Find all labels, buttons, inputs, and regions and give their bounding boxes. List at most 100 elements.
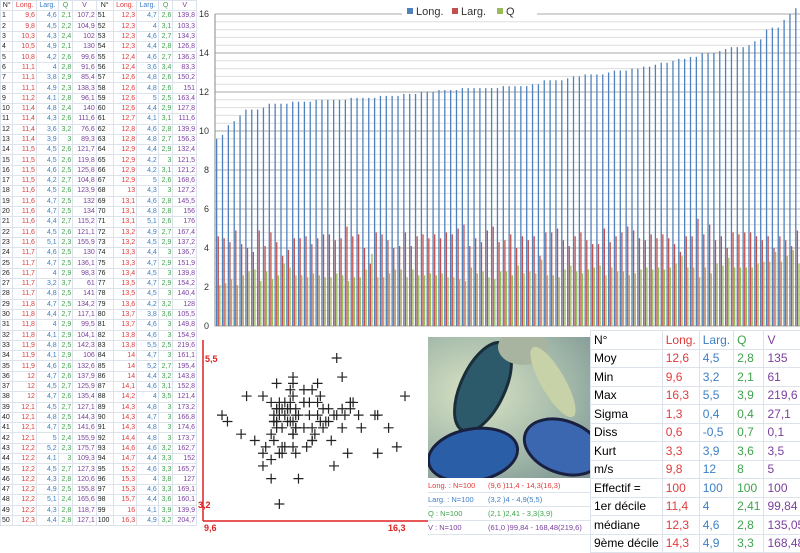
y-tick-label: 2 — [204, 282, 209, 292]
scatter-point — [258, 461, 268, 471]
bar-larg — [797, 230, 798, 326]
cell-long: 12,2 — [13, 495, 37, 505]
cell-q: 3,2 — [58, 124, 73, 134]
bar-larg — [475, 238, 476, 326]
cell-q: 2,6 — [158, 11, 173, 21]
bar-long — [596, 74, 597, 326]
bar-q — [559, 277, 560, 326]
bar-long — [532, 84, 533, 326]
cell-v: 219,6 — [173, 340, 197, 350]
cell-long: 14,1 — [113, 381, 137, 391]
cell-n: 68 — [96, 186, 113, 196]
bar-larg — [323, 234, 324, 326]
cell-long: 11,1 — [13, 73, 37, 83]
cell-n: 1 — [1, 11, 13, 21]
bar-long — [427, 92, 428, 326]
bar-larg — [522, 236, 523, 326]
bar-larg — [516, 248, 517, 326]
bar-larg — [428, 238, 429, 326]
cell-long: 13,1 — [113, 206, 137, 216]
bar-q — [523, 273, 524, 326]
cell-larg: 4,2 — [137, 155, 159, 165]
cell-long: 12,3 — [113, 31, 137, 41]
cell-long: 11,1 — [13, 62, 37, 72]
bar-larg — [294, 238, 295, 326]
bar-long — [567, 78, 568, 326]
stats-cell: Diss — [591, 423, 663, 442]
bar-q — [798, 264, 799, 326]
cell-n: 53 — [96, 31, 113, 41]
bar-q — [412, 269, 413, 326]
summary-key: Larg. : N=100 — [428, 493, 488, 506]
cell-long: 15,3 — [113, 484, 137, 494]
cell-n: 41 — [1, 423, 13, 433]
summary-key: V : N=100 — [428, 521, 488, 534]
bar-larg — [346, 227, 347, 326]
bar-larg — [598, 244, 599, 326]
bar-q — [307, 277, 308, 326]
bar-larg — [457, 229, 458, 327]
bar-long — [333, 100, 334, 326]
bar-larg — [370, 264, 371, 326]
cell-long: 13,1 — [113, 196, 137, 206]
cell-v: 111,6 — [173, 114, 197, 124]
cell-v: 127 — [173, 474, 197, 484]
bar-long — [503, 86, 504, 326]
bar-long — [631, 69, 632, 326]
cell-v: 175,7 — [73, 443, 97, 453]
bar-larg — [498, 242, 499, 326]
cell-n: 74 — [96, 248, 113, 258]
cell-larg: 4,1 — [36, 93, 58, 103]
summary-line: Q : N=100(2,1 )2,41 - 3,3(3,9) — [428, 507, 590, 521]
cell-larg: 4,2 — [137, 165, 159, 175]
cell-long: 12,9 — [113, 165, 137, 175]
cell-v: 169,1 — [173, 484, 197, 494]
bar-long — [555, 80, 556, 326]
bar-q — [284, 264, 285, 326]
header-n: N° — [96, 1, 113, 11]
cell-v: 115,2 — [73, 217, 97, 227]
bar-q — [459, 279, 460, 326]
cell-v: 118,7 — [73, 505, 97, 515]
cell-long: 14,3 — [113, 402, 137, 412]
cell-long: 12,3 — [113, 42, 137, 52]
cell-n: 50 — [1, 515, 13, 525]
bar-q — [646, 268, 647, 327]
bar-larg — [709, 225, 710, 326]
scatter-point — [293, 410, 303, 420]
summary-key: Q : N=100 — [428, 507, 488, 520]
cell-larg: 4,3 — [36, 474, 58, 484]
bar-larg — [463, 225, 464, 326]
stats-cell: 0,6 — [662, 423, 699, 442]
bar-larg — [340, 238, 341, 326]
cell-q: 2,5 — [158, 93, 173, 103]
cell-long: 11,7 — [13, 289, 37, 299]
cell-n: 91 — [96, 423, 113, 433]
cell-v: 96,1 — [73, 93, 97, 103]
cell-long: 12,2 — [13, 454, 37, 464]
cell-long: 11,2 — [13, 93, 37, 103]
cell-v: 155,9 — [73, 433, 97, 443]
cell-n: 78 — [96, 289, 113, 299]
stats-cell: 99,84 — [764, 497, 800, 516]
bar-long — [368, 98, 369, 326]
bar-q — [512, 275, 513, 326]
bar-q — [248, 271, 249, 326]
bar-larg — [481, 242, 482, 326]
cell-larg: 3,6 — [36, 124, 58, 134]
summary-range: (2,1 )2,41 - 3,3(3,9) — [488, 509, 553, 518]
cell-long: 12,2 — [13, 474, 37, 484]
cell-v: 109,3 — [73, 454, 97, 464]
cell-n: 22 — [1, 227, 13, 237]
